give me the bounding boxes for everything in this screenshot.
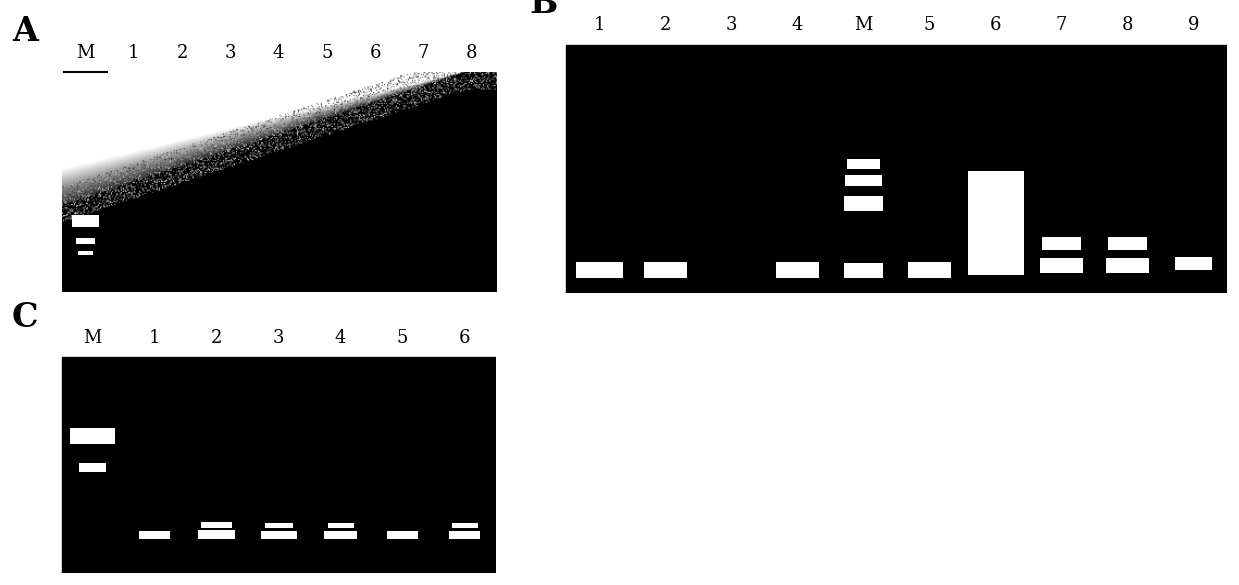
Text: C: C [12, 301, 38, 333]
Text: M: M [77, 44, 95, 62]
Bar [325, 531, 357, 539]
Bar [576, 261, 622, 278]
Text: 1: 1 [593, 16, 605, 34]
Bar [449, 531, 479, 539]
Bar [1108, 237, 1147, 250]
Text: 8: 8 [1121, 16, 1134, 34]
Bar [1106, 258, 1149, 273]
Bar [847, 159, 880, 169]
Text: 2: 2 [660, 16, 672, 34]
Bar [78, 463, 107, 472]
Text: 7: 7 [1056, 16, 1067, 34]
Bar [968, 171, 1023, 275]
Bar [72, 215, 99, 227]
Bar [1176, 257, 1212, 270]
Text: 4: 4 [792, 16, 803, 34]
Text: M: M [83, 329, 102, 347]
Bar [62, 357, 496, 573]
Bar [644, 261, 686, 278]
Text: 1: 1 [149, 329, 160, 347]
Bar [327, 522, 353, 528]
Text: 3: 3 [224, 44, 237, 62]
Text: 2: 2 [211, 329, 222, 347]
Text: 2: 2 [176, 44, 188, 62]
Text: 9: 9 [1188, 16, 1199, 34]
Bar [908, 261, 952, 278]
Text: 3: 3 [726, 16, 737, 34]
Bar [78, 251, 93, 255]
Bar [845, 175, 882, 186]
Text: 6: 6 [990, 16, 1001, 34]
Bar [844, 196, 883, 211]
Bar [139, 531, 170, 539]
Bar [198, 530, 235, 539]
Text: 3: 3 [273, 329, 284, 347]
Bar [201, 522, 232, 528]
Text: 1: 1 [128, 44, 140, 62]
Bar [844, 263, 883, 278]
Bar [260, 531, 296, 539]
Text: 5: 5 [396, 329, 409, 347]
Text: 5: 5 [924, 16, 935, 34]
Text: B: B [529, 0, 558, 20]
Text: 8: 8 [466, 44, 477, 62]
Bar [387, 531, 418, 539]
Bar [1040, 258, 1083, 273]
Bar [451, 522, 477, 528]
Text: 6: 6 [369, 44, 380, 62]
Bar [1042, 237, 1082, 250]
Bar [566, 46, 1227, 292]
Text: 5: 5 [321, 44, 332, 62]
Text: A: A [12, 15, 38, 48]
Bar [71, 428, 115, 444]
Text: 6: 6 [458, 329, 471, 347]
Bar [76, 238, 95, 245]
Bar [265, 522, 292, 528]
Text: M: M [855, 16, 872, 34]
Text: 4: 4 [273, 44, 284, 62]
Text: 4: 4 [335, 329, 346, 347]
Text: 7: 7 [418, 44, 429, 62]
Bar [776, 261, 819, 278]
